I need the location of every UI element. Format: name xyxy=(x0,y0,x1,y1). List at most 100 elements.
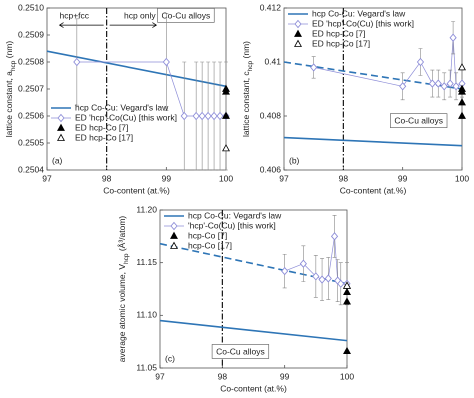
y-axis-label: lattice constant, chcp (nm) xyxy=(241,41,254,137)
y-tick-label: 0.2509 xyxy=(18,29,44,39)
y-label-sub: hcp xyxy=(10,60,17,71)
marker xyxy=(294,39,302,47)
y-label-unit: (nm) xyxy=(4,41,14,61)
marker xyxy=(458,98,466,106)
panel-label: (b) xyxy=(289,155,300,165)
marker xyxy=(294,19,302,29)
marker xyxy=(281,266,289,276)
legend-label: ED hcp-Co [17] xyxy=(75,132,133,142)
marker xyxy=(310,63,318,72)
marker xyxy=(449,33,457,42)
x-tick-label: 98 xyxy=(102,173,112,183)
y-label-text: lattice constant, c xyxy=(241,71,251,137)
legend-label: ED hcp-Co [7] xyxy=(312,28,365,38)
marker xyxy=(458,87,466,95)
legend-label: ED hcp-Co [7] xyxy=(75,122,128,132)
marker xyxy=(299,259,307,268)
x-tick-label: 99 xyxy=(162,173,172,183)
plot-frame xyxy=(46,7,227,171)
x-tick-label: 100 xyxy=(219,173,233,183)
marker xyxy=(416,57,425,67)
annotation: hcp+fcc xyxy=(60,10,90,20)
arrow xyxy=(109,22,158,28)
y-label-sub: hcp xyxy=(123,253,130,264)
annotation: hcp only xyxy=(124,10,156,20)
y-tick-label: 11.15 xyxy=(136,257,157,267)
y-label-text: lattice constant, a xyxy=(4,71,14,137)
y-tick-label: 0.2508 xyxy=(18,56,44,66)
marker xyxy=(170,221,178,231)
legend-label: ED hcp-Co [17] xyxy=(312,38,370,48)
x-axis-label: Co-content (at.%) xyxy=(340,185,407,195)
marker xyxy=(452,82,460,91)
y-tick-label: 0.408 xyxy=(260,110,282,120)
x-tick-label: 98 xyxy=(218,371,228,381)
y-tick-label: 0.2510 xyxy=(18,2,44,12)
y-axis-label: average atomic volume, Vhcp (Å³/atom) xyxy=(117,216,130,363)
x-tick-label: 99 xyxy=(280,371,290,381)
x-tick-label: 97 xyxy=(279,173,289,183)
y-tick-label: 11.20 xyxy=(136,204,157,214)
marker xyxy=(446,79,454,88)
marker xyxy=(73,57,81,67)
x-tick-label: 100 xyxy=(455,173,469,183)
marker xyxy=(222,87,230,95)
marker xyxy=(204,111,212,121)
y-label-sub: hcp xyxy=(247,60,254,71)
series-line xyxy=(159,319,348,342)
y-tick-label: 11.10 xyxy=(136,310,157,320)
marker xyxy=(180,111,188,121)
series-line xyxy=(313,37,463,87)
y-label-text: average atomic volume, V xyxy=(117,264,127,363)
y-tick-label: 0.2504 xyxy=(18,164,44,174)
annotation: Co-Cu alloys xyxy=(216,346,265,356)
marker xyxy=(222,111,230,119)
arrow xyxy=(58,22,104,28)
marker xyxy=(324,274,332,283)
x-tick-label: 97 xyxy=(155,371,165,381)
series-line xyxy=(283,136,463,147)
plot-frame xyxy=(283,7,463,171)
legend-label: hcp-Co [17] xyxy=(188,240,232,250)
x-axis-label: Co-content (at.%) xyxy=(220,383,287,393)
legend-label: ED 'hcp'-Co(Cu) [this work] xyxy=(75,112,177,122)
marker xyxy=(162,57,170,67)
marker xyxy=(57,113,65,123)
marker xyxy=(312,272,320,281)
marker xyxy=(343,346,351,355)
y-tick-label: 0.406 xyxy=(260,164,282,174)
marker xyxy=(318,275,326,284)
x-axis-label: Co-content (at.%) xyxy=(103,185,170,195)
marker xyxy=(57,133,65,141)
annotation-box xyxy=(390,113,448,128)
y-tick-label: 0.2505 xyxy=(18,137,44,147)
marker xyxy=(434,79,442,88)
marker xyxy=(57,123,65,131)
marker xyxy=(458,111,466,119)
x-tick-label: 98 xyxy=(339,173,349,183)
y-tick-label: 11.05 xyxy=(136,362,157,372)
marker xyxy=(343,281,351,289)
y-tick-label: 0.41 xyxy=(264,56,281,66)
legend-label: hcp Co-Cu: Vegard's law xyxy=(312,8,406,18)
marker xyxy=(170,231,178,239)
legend-label: 'hcp'-Co(Cu) [this work] xyxy=(188,220,276,230)
series-line xyxy=(46,50,227,88)
legend-label: hcp-Co [7] xyxy=(188,230,227,240)
annotation: Co-Cu alloys xyxy=(394,116,443,126)
y-tick-label: 0.2506 xyxy=(18,110,44,120)
y-label-unit: (Å³/atom) xyxy=(117,216,127,254)
marker xyxy=(343,287,351,296)
panel-label: (a) xyxy=(52,155,63,165)
legend-label: ED 'hcp'-Co(Cu) [this work] xyxy=(312,18,414,28)
marker xyxy=(458,63,466,71)
annotation-box xyxy=(211,344,270,359)
y-tick-label: 0.2507 xyxy=(18,83,44,93)
marker xyxy=(428,79,436,88)
marker xyxy=(170,241,178,249)
series-line xyxy=(283,61,463,90)
marker xyxy=(337,279,345,288)
legend-label: hcp Co-Cu: Vegard's law xyxy=(188,210,282,220)
annotation-box xyxy=(157,8,215,23)
